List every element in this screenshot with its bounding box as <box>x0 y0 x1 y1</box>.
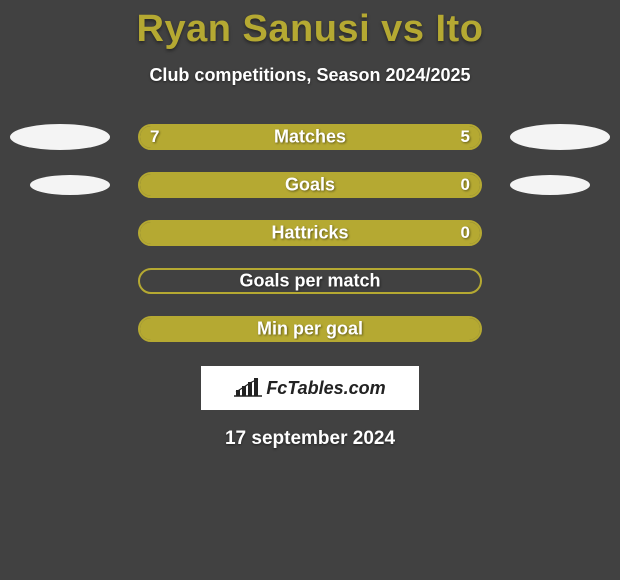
comparison-infographic: Ryan Sanusi vs Ito Club competitions, Se… <box>0 0 620 580</box>
brand-text: FcTables.com <box>266 378 385 399</box>
subtitle: Club competitions, Season 2024/2025 <box>0 65 620 86</box>
player-left-marker <box>30 175 110 195</box>
bar-fill-left <box>140 222 480 244</box>
brand-badge: FcTables.com <box>201 366 419 410</box>
stat-row: Hattricks0 <box>0 220 620 246</box>
stat-row: Goals per match <box>0 268 620 294</box>
bar-fill-left <box>140 174 480 196</box>
stat-bar: Goals per match <box>138 268 482 294</box>
date-label: 17 september 2024 <box>0 428 620 450</box>
stat-rows: Matches75 Goals0 Hattricks0 Goals per match… <box>0 124 620 342</box>
stat-bar: Hattricks0 <box>138 220 482 246</box>
stat-row: Matches75 <box>0 124 620 150</box>
stat-row: Goals0 <box>0 172 620 198</box>
player-left-marker <box>10 124 110 150</box>
bar-fill-left <box>140 318 480 340</box>
stat-bar: Min per goal <box>138 316 482 342</box>
player-right-marker <box>510 175 590 195</box>
brand-chart-icon <box>234 378 262 398</box>
stat-bar: Matches75 <box>138 124 482 150</box>
bar-fill-right <box>337 126 480 148</box>
player-right-marker <box>510 124 610 150</box>
bar-fill-left <box>140 126 337 148</box>
stat-bar: Goals0 <box>138 172 482 198</box>
stat-row: Min per goal <box>0 316 620 342</box>
page-title: Ryan Sanusi vs Ito <box>0 0 620 51</box>
stat-label: Goals per match <box>140 271 480 292</box>
